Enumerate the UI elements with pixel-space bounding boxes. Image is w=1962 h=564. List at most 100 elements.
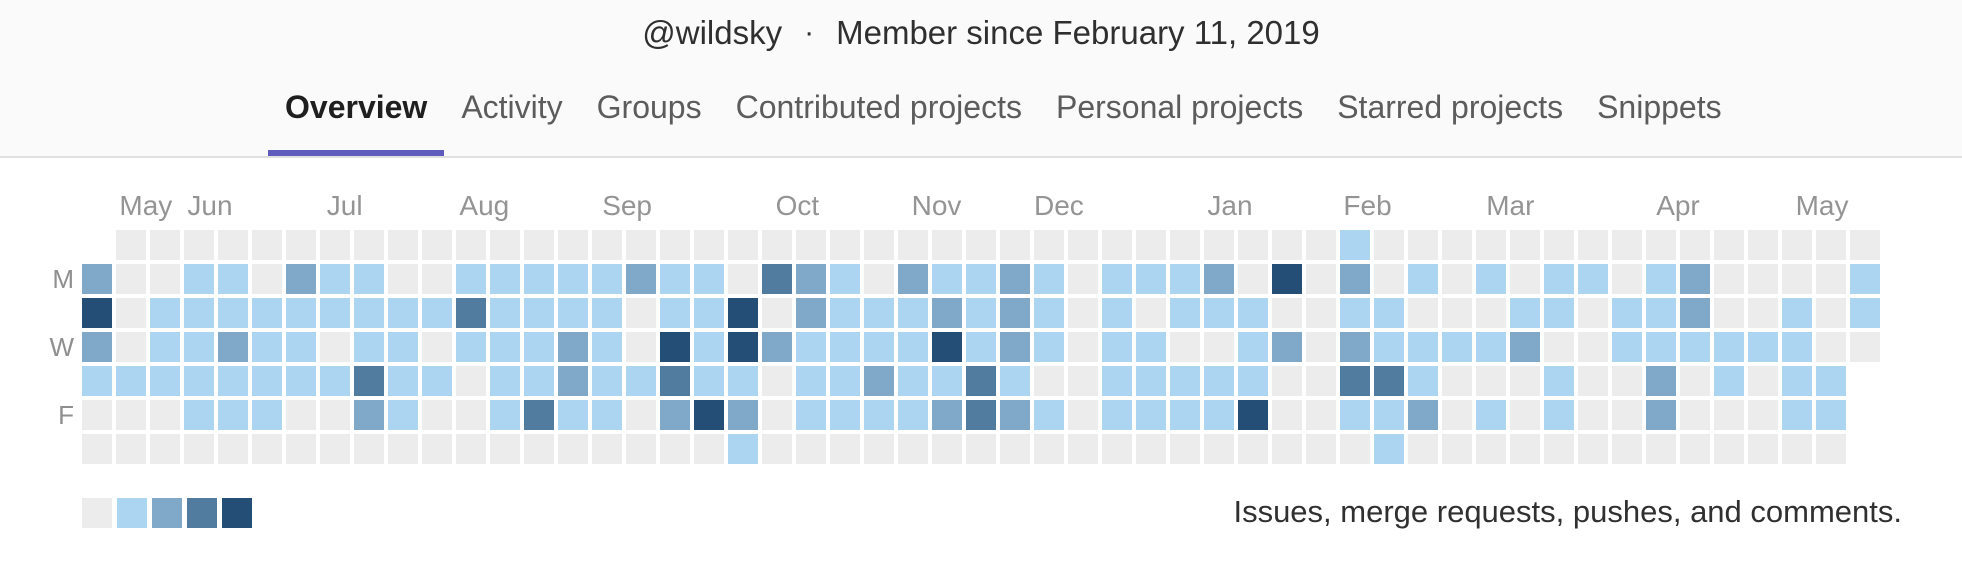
- contribution-cell[interactable]: [150, 230, 180, 260]
- contribution-cell[interactable]: [82, 434, 112, 464]
- contribution-cell[interactable]: [1680, 332, 1710, 362]
- contribution-cell[interactable]: [1068, 434, 1098, 464]
- contribution-cell[interactable]: [524, 230, 554, 260]
- contribution-cell[interactable]: [422, 400, 452, 430]
- contribution-cell[interactable]: [524, 400, 554, 430]
- contribution-cell[interactable]: [1000, 264, 1030, 294]
- contribution-cell[interactable]: [1612, 366, 1642, 396]
- contribution-cell[interactable]: [592, 298, 622, 328]
- contribution-cell[interactable]: [592, 366, 622, 396]
- contribution-cell[interactable]: [864, 230, 894, 260]
- contribution-cell[interactable]: [660, 298, 690, 328]
- contribution-cell[interactable]: [796, 332, 826, 362]
- contribution-cell[interactable]: [1578, 434, 1608, 464]
- contribution-cell[interactable]: [1646, 400, 1676, 430]
- contribution-cell[interactable]: [1170, 264, 1200, 294]
- contribution-cell[interactable]: [490, 434, 520, 464]
- contribution-cell[interactable]: [354, 230, 384, 260]
- contribution-cell[interactable]: [1578, 332, 1608, 362]
- contribution-cell[interactable]: [660, 434, 690, 464]
- contribution-cell[interactable]: [150, 264, 180, 294]
- contribution-cell[interactable]: [1782, 434, 1812, 464]
- contribution-cell[interactable]: [932, 400, 962, 430]
- contribution-cell[interactable]: [966, 332, 996, 362]
- contribution-cell[interactable]: [592, 230, 622, 260]
- contribution-cell[interactable]: [1068, 366, 1098, 396]
- contribution-cell[interactable]: [1068, 298, 1098, 328]
- contribution-cell[interactable]: [1646, 366, 1676, 396]
- contribution-cell[interactable]: [1272, 332, 1302, 362]
- contribution-cell[interactable]: [932, 264, 962, 294]
- contribution-cell[interactable]: [728, 298, 758, 328]
- contribution-cell[interactable]: [1034, 264, 1064, 294]
- tab-overview[interactable]: Overview: [268, 89, 445, 156]
- contribution-cell[interactable]: [1374, 400, 1404, 430]
- contribution-cell[interactable]: [1204, 434, 1234, 464]
- contribution-cell[interactable]: [1306, 298, 1336, 328]
- contribution-cell[interactable]: [82, 400, 112, 430]
- contribution-cell[interactable]: [1476, 366, 1506, 396]
- contribution-cell[interactable]: [728, 434, 758, 464]
- contribution-cell[interactable]: [1578, 230, 1608, 260]
- contribution-cell[interactable]: [1340, 298, 1370, 328]
- contribution-cell[interactable]: [1510, 434, 1540, 464]
- contribution-cell[interactable]: [762, 332, 792, 362]
- contribution-cell[interactable]: [1544, 264, 1574, 294]
- contribution-cell[interactable]: [1374, 366, 1404, 396]
- contribution-cell[interactable]: [694, 230, 724, 260]
- contribution-cell[interactable]: [1000, 332, 1030, 362]
- contribution-cell[interactable]: [320, 298, 350, 328]
- contribution-cell[interactable]: [1782, 298, 1812, 328]
- contribution-cell[interactable]: [1408, 264, 1438, 294]
- contribution-cell[interactable]: [456, 400, 486, 430]
- contribution-cell[interactable]: [1306, 264, 1336, 294]
- contribution-cell[interactable]: [184, 298, 214, 328]
- contribution-cell[interactable]: [184, 332, 214, 362]
- contribution-cell[interactable]: [1374, 434, 1404, 464]
- contribution-cell[interactable]: [1782, 230, 1812, 260]
- contribution-cell[interactable]: [388, 230, 418, 260]
- contribution-cell[interactable]: [932, 332, 962, 362]
- contribution-cell[interactable]: [422, 332, 452, 362]
- contribution-cell[interactable]: [1272, 366, 1302, 396]
- contribution-cell[interactable]: [1748, 332, 1778, 362]
- contribution-cell[interactable]: [830, 400, 860, 430]
- contribution-cell[interactable]: [728, 264, 758, 294]
- contribution-cell[interactable]: [830, 434, 860, 464]
- contribution-cell[interactable]: [1612, 434, 1642, 464]
- contribution-cell[interactable]: [524, 264, 554, 294]
- contribution-cell[interactable]: [1272, 298, 1302, 328]
- contribution-cell[interactable]: [1136, 264, 1166, 294]
- contribution-cell[interactable]: [1816, 230, 1846, 260]
- contribution-cell[interactable]: [354, 264, 384, 294]
- contribution-cell[interactable]: [1714, 230, 1744, 260]
- contribution-cell[interactable]: [1408, 230, 1438, 260]
- contribution-cell[interactable]: [966, 366, 996, 396]
- contribution-cell[interactable]: [932, 298, 962, 328]
- contribution-cell[interactable]: [422, 230, 452, 260]
- contribution-cell[interactable]: [1170, 400, 1200, 430]
- contribution-cell[interactable]: [490, 332, 520, 362]
- contribution-cell[interactable]: [762, 366, 792, 396]
- contribution-cell[interactable]: [626, 366, 656, 396]
- contribution-cell[interactable]: [1850, 230, 1880, 260]
- contribution-cell[interactable]: [320, 366, 350, 396]
- contribution-cell[interactable]: [558, 366, 588, 396]
- contribution-cell[interactable]: [1476, 264, 1506, 294]
- contribution-cell[interactable]: [1136, 400, 1166, 430]
- contribution-cell[interactable]: [864, 298, 894, 328]
- contribution-cell[interactable]: [1782, 400, 1812, 430]
- contribution-cell[interactable]: [626, 264, 656, 294]
- contribution-cell[interactable]: [388, 366, 418, 396]
- contribution-cell[interactable]: [694, 264, 724, 294]
- contribution-cell[interactable]: [864, 366, 894, 396]
- contribution-cell[interactable]: [1306, 366, 1336, 396]
- contribution-cell[interactable]: [728, 400, 758, 430]
- contribution-cell[interactable]: [1816, 298, 1846, 328]
- contribution-cell[interactable]: [1238, 264, 1268, 294]
- contribution-cell[interactable]: [1102, 434, 1132, 464]
- contribution-cell[interactable]: [1578, 366, 1608, 396]
- contribution-cell[interactable]: [1850, 298, 1880, 328]
- contribution-cell[interactable]: [830, 298, 860, 328]
- contribution-cell[interactable]: [388, 264, 418, 294]
